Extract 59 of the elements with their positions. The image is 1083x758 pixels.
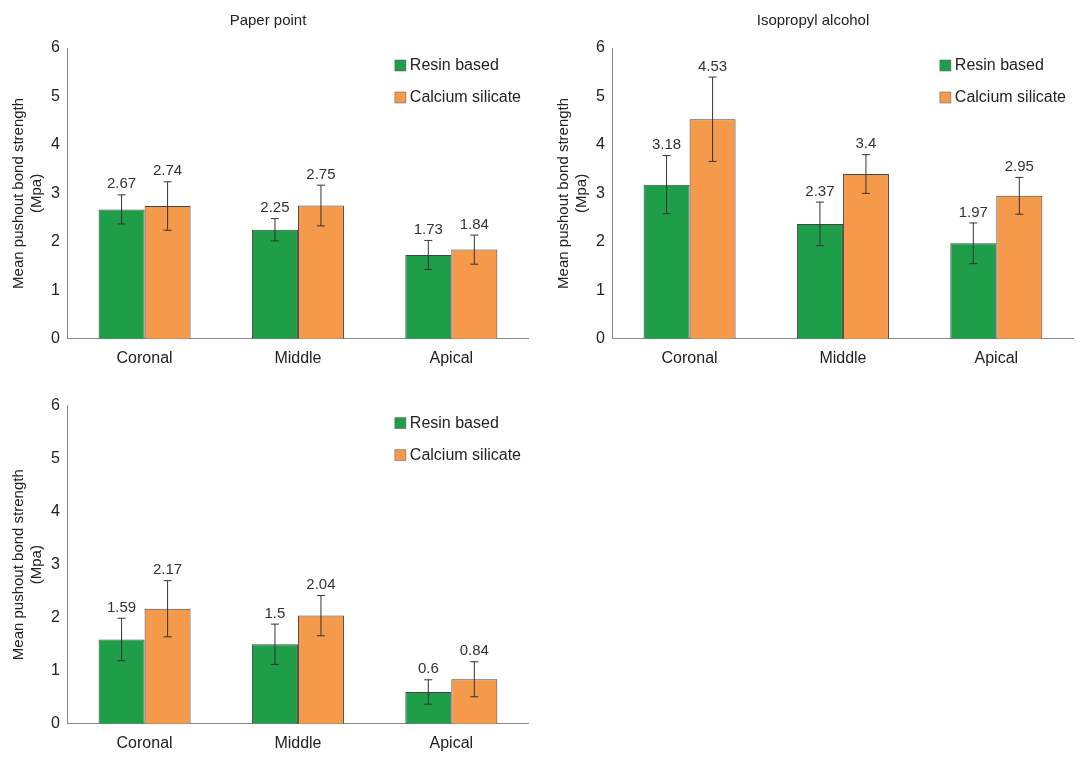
y-axis-title: Mean pushout bond strength (Mpa): [9, 97, 45, 289]
y-tick-label: 3: [50, 183, 60, 201]
y-tick-label: 2: [50, 232, 60, 250]
data-label: 0.6: [417, 659, 439, 677]
legend-label: Resin based: [954, 56, 1044, 74]
legend-label: Calcium silicate: [954, 88, 1067, 106]
x-tick-label: Apical: [974, 348, 1019, 366]
y-tick-label: 5: [50, 86, 60, 104]
legend-label: Calcium silicate: [409, 88, 522, 106]
data-label: 2.74: [152, 161, 183, 179]
data-label: 0.84: [459, 641, 489, 659]
x-tick-label: Middle: [274, 733, 322, 751]
data-label: 1.73: [413, 220, 443, 238]
data-label: 2.17: [152, 560, 183, 578]
y-tick-label: 4: [50, 502, 60, 520]
y-tick-label: 0: [50, 329, 60, 347]
y-tick-label: 6: [50, 38, 60, 56]
y-tick-label: 5: [50, 449, 60, 467]
data-label: 2.67: [106, 174, 137, 192]
y-tick-label: 6: [50, 396, 60, 414]
data-label: 1.97: [958, 202, 988, 220]
x-tick-label: Middle: [819, 348, 867, 366]
data-label: 3.4: [855, 134, 877, 152]
data-label: 1.59: [106, 597, 137, 615]
legend-label: Calcium silicate: [409, 446, 522, 464]
y-axis-title: Mean pushout bond strength (Mpa): [554, 97, 590, 289]
chart-title: Paper point: [229, 11, 308, 29]
legend-label: Resin based: [409, 56, 499, 74]
y-tick-label: 6: [595, 38, 605, 56]
data-label: 1.84: [459, 214, 489, 232]
data-label: 2.04: [306, 575, 336, 593]
y-tick-label: 5: [595, 86, 605, 104]
y-tick-label: 1: [50, 661, 60, 679]
x-tick-label: Coronal: [116, 348, 173, 366]
y-tick-label: 2: [595, 232, 605, 250]
y-tick-label: 3: [595, 183, 605, 201]
x-tick-label: Middle: [274, 348, 322, 366]
data-label: 2.95: [1004, 157, 1034, 175]
y-tick-label: 2: [50, 608, 60, 626]
y-tick-label: 3: [50, 555, 60, 573]
data-label: 2.25: [260, 198, 290, 216]
y-tick-label: 0: [50, 714, 60, 732]
x-tick-label: Coronal: [661, 348, 718, 366]
x-tick-label: Apical: [429, 348, 474, 366]
x-tick-label: Coronal: [116, 733, 173, 751]
y-tick-label: 1: [50, 280, 60, 298]
y-tick-label: 0: [595, 329, 605, 347]
x-tick-label: Apical: [429, 733, 474, 751]
data-label: 3.18: [651, 135, 682, 153]
data-label: 2.37: [805, 181, 835, 199]
legend-label: Resin based: [409, 414, 499, 432]
chart-title: Isopropyl alcohol: [756, 11, 870, 29]
data-label: 1.5: [264, 603, 286, 621]
y-tick-label: 4: [595, 135, 605, 153]
data-label: 2.75: [306, 164, 336, 182]
y-axis-title: Mean pushout bond strength (Mpa): [9, 469, 45, 661]
data-label: 4.53: [697, 56, 728, 74]
y-tick-label: 1: [595, 280, 605, 298]
y-tick-label: 4: [50, 135, 60, 153]
